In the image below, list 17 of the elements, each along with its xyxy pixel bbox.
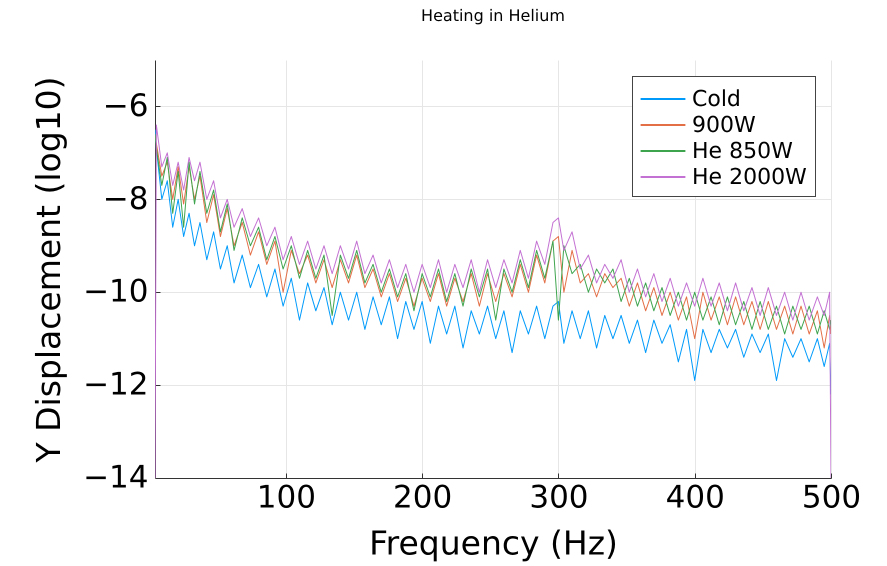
x-tick-label: 400: [666, 480, 725, 516]
y-tick-label: −10: [83, 274, 148, 310]
y-axis-title: Y Displacement (log10): [29, 76, 68, 464]
x-tick-label: 100: [256, 480, 316, 516]
x-tick-label: 500: [802, 480, 862, 516]
y-tick-label: −8: [102, 180, 148, 217]
y-tick-label: −12: [83, 366, 148, 403]
x-tick-label: 200: [393, 480, 452, 516]
legend-label: Cold: [692, 87, 741, 112]
legend-label: 900W: [692, 113, 756, 138]
x-tick-label: 300: [529, 480, 589, 516]
legend-label: He 850W: [692, 139, 794, 164]
legend-label: He 2000W: [692, 165, 808, 190]
y-tick-label: −6: [102, 88, 148, 124]
chart-title: Heating in Helium: [421, 6, 565, 25]
y-tick-label: −14: [83, 460, 148, 496]
x-axis-title: Frequency (Hz): [369, 524, 618, 562]
